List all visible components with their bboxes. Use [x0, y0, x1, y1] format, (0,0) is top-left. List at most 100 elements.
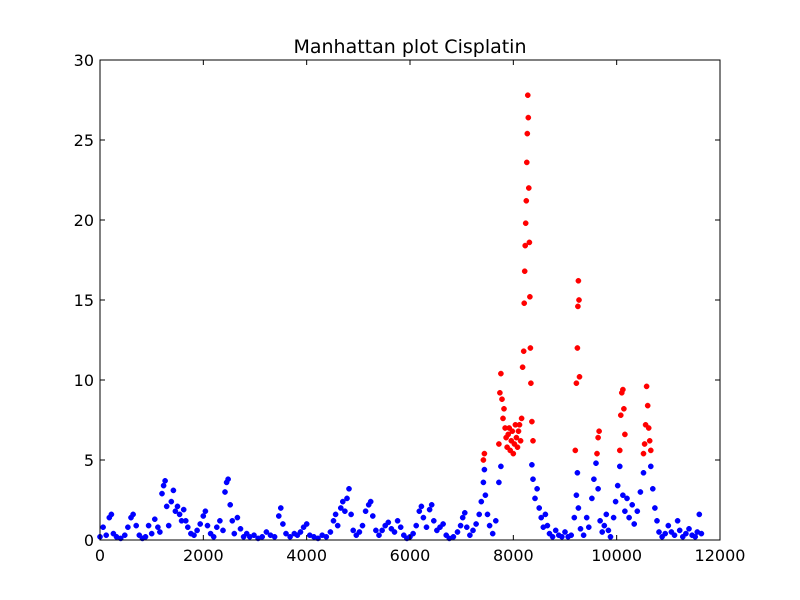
data-point — [509, 428, 516, 435]
y-tick-label: 10 — [74, 371, 94, 390]
data-point — [263, 529, 270, 535]
data-point — [574, 469, 581, 476]
x-tick-label: 2000 — [183, 546, 224, 565]
data-point — [654, 517, 660, 524]
data-point — [644, 402, 651, 409]
data-point — [538, 514, 545, 521]
data-point — [525, 114, 532, 121]
data-point — [574, 345, 581, 351]
y-tick-label: 5 — [84, 451, 94, 470]
data-point — [671, 532, 678, 539]
data-point — [157, 529, 163, 535]
data-point — [696, 511, 703, 518]
data-point — [222, 489, 228, 495]
data-point — [423, 524, 430, 531]
data-point — [229, 517, 236, 524]
data-point — [346, 485, 352, 492]
data-point — [500, 415, 506, 422]
data-point — [463, 524, 470, 531]
data-point — [145, 522, 152, 529]
data-point — [172, 508, 179, 515]
data-point — [103, 532, 110, 539]
data-point — [440, 521, 446, 527]
data-point — [457, 522, 464, 529]
data-point — [612, 498, 619, 505]
data-point — [204, 522, 211, 529]
data-point — [271, 533, 278, 540]
data-point — [626, 514, 632, 521]
data-point — [428, 501, 435, 508]
data-point — [605, 527, 612, 534]
data-point — [514, 444, 521, 451]
data-point — [593, 460, 599, 467]
data-point — [130, 511, 136, 518]
data-point — [530, 476, 536, 483]
data-point — [297, 529, 304, 535]
data-point — [597, 517, 603, 524]
data-point — [159, 490, 165, 497]
x-tick-label: 10000 — [591, 546, 642, 565]
data-point — [542, 511, 549, 518]
data-point — [484, 511, 491, 518]
data-point — [585, 524, 592, 531]
data-point — [683, 530, 689, 537]
data-point — [478, 498, 485, 505]
data-point — [521, 268, 528, 275]
data-point — [577, 525, 584, 532]
data-point — [220, 527, 226, 534]
data-point — [397, 524, 404, 531]
data-point — [562, 529, 568, 535]
x-tick-label: 6000 — [390, 546, 431, 565]
data-point — [237, 525, 244, 532]
data-point — [692, 533, 699, 540]
data-point — [359, 522, 366, 529]
data-point — [576, 297, 582, 303]
data-point — [529, 461, 535, 468]
data-point — [629, 501, 636, 508]
data-point — [410, 530, 416, 537]
data-point — [616, 447, 623, 454]
data-point — [170, 487, 177, 494]
data-point — [348, 511, 354, 518]
data-point — [373, 527, 379, 534]
data-point — [489, 530, 496, 537]
data-point — [180, 506, 187, 513]
data-point — [174, 503, 181, 510]
data-point — [559, 533, 565, 540]
data-point — [334, 522, 341, 529]
data-point — [217, 517, 223, 524]
data-point — [594, 450, 600, 457]
data-point — [523, 197, 530, 204]
data-point — [527, 293, 533, 300]
data-point — [125, 524, 131, 531]
data-point — [549, 533, 556, 540]
data-point — [450, 533, 457, 540]
data-point — [641, 441, 648, 447]
data-point — [575, 303, 581, 310]
data-point — [576, 373, 583, 380]
data-point — [515, 428, 522, 435]
data-point — [213, 524, 220, 531]
data-point — [376, 532, 382, 539]
data-point — [148, 530, 155, 537]
data-point — [603, 511, 610, 518]
data-point — [467, 532, 473, 539]
data-point — [496, 441, 502, 447]
data-point — [337, 505, 344, 511]
data-point — [426, 506, 433, 513]
data-point — [275, 513, 282, 519]
data-point — [640, 469, 647, 476]
data-point — [522, 242, 529, 249]
data-point — [665, 522, 672, 529]
data-point — [527, 345, 534, 351]
data-point — [287, 533, 293, 540]
data-point — [591, 476, 597, 483]
axis-ticks: 0 2000 4000 6000 8000 10000 12000 0 5 10 15 20 25 30 — [74, 51, 746, 565]
data-point — [526, 239, 533, 246]
data-point — [595, 434, 601, 441]
data-point — [524, 130, 531, 137]
data-point — [454, 529, 461, 535]
data-point — [530, 437, 536, 444]
